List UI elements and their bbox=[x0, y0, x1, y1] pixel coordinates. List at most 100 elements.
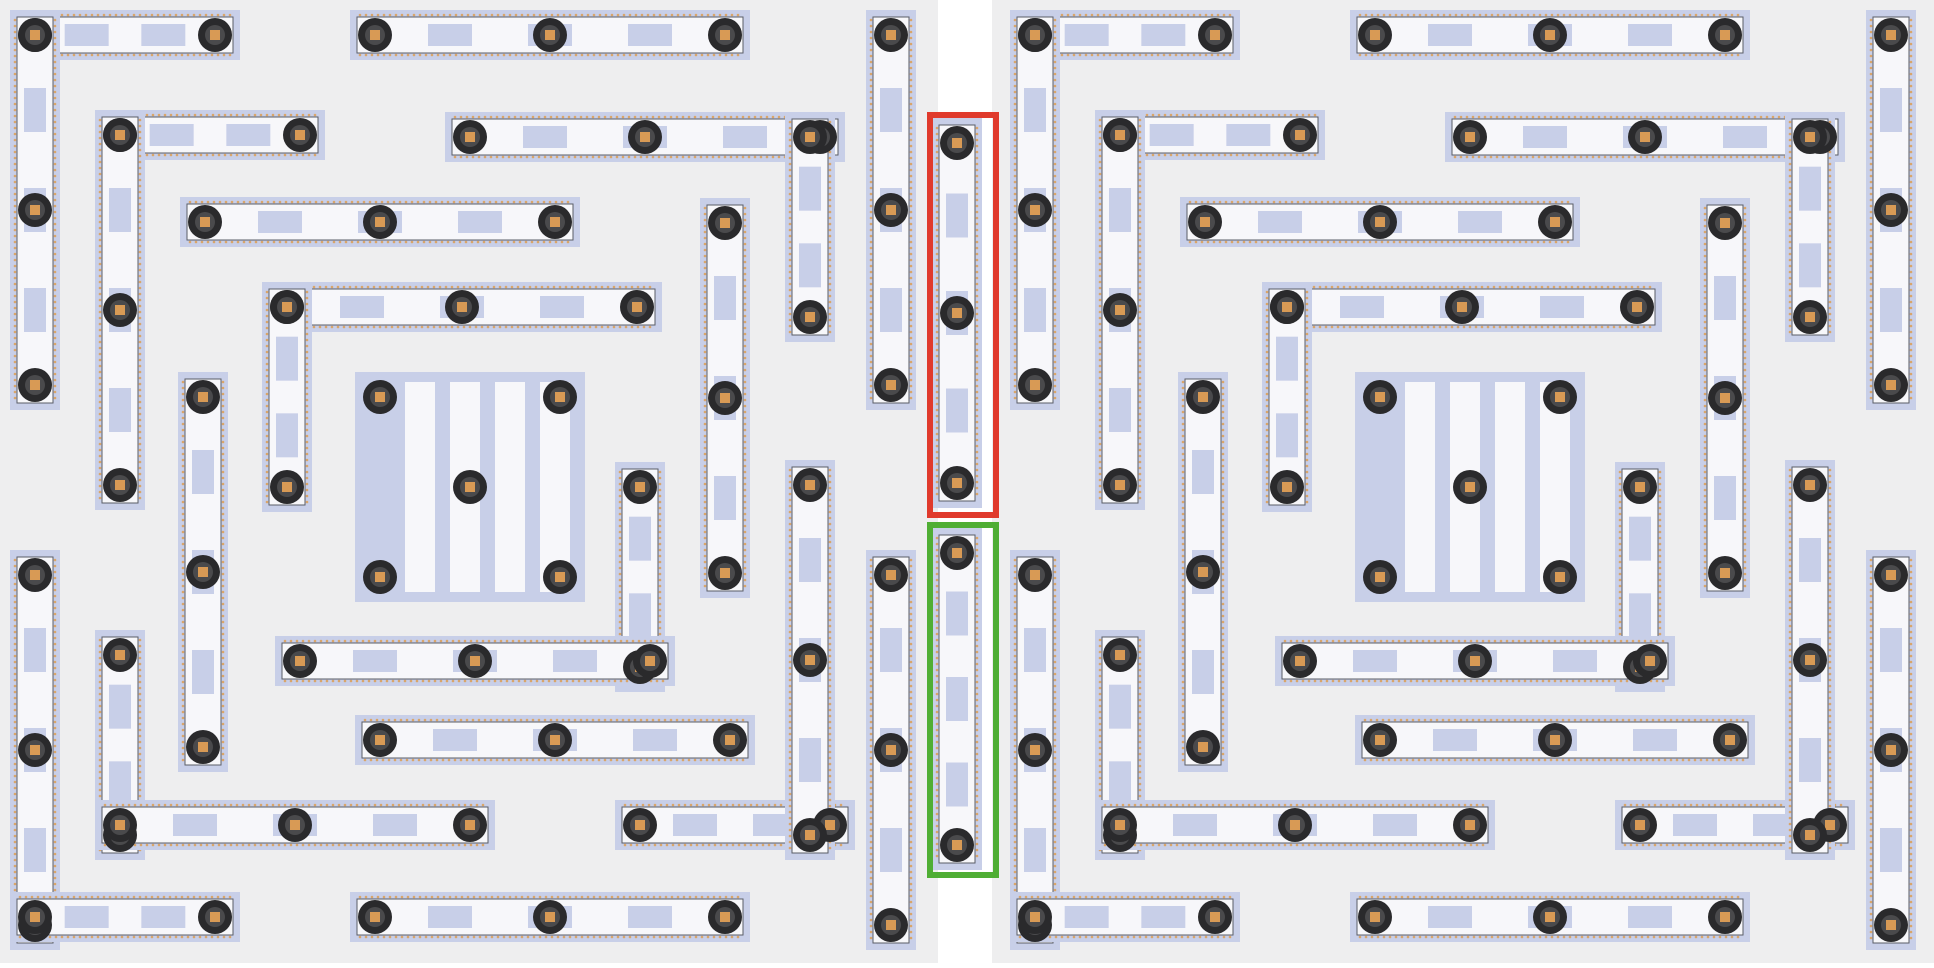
led-dot-icon bbox=[13, 582, 17, 586]
led-dot-icon bbox=[828, 654, 832, 658]
led-dot-icon bbox=[788, 690, 792, 694]
led-dot-icon bbox=[53, 654, 57, 658]
led-dot-icon bbox=[1376, 935, 1380, 939]
led-dot-icon bbox=[618, 476, 622, 480]
led-dot-icon bbox=[1138, 286, 1142, 290]
led-dot-icon bbox=[1283, 803, 1287, 807]
led-dot-icon bbox=[1053, 48, 1057, 52]
strip-component bbox=[1523, 126, 1567, 148]
led-dot-icon bbox=[433, 803, 437, 807]
led-dot-icon bbox=[828, 768, 832, 772]
led-dot-icon bbox=[1743, 476, 1747, 480]
strip-component bbox=[540, 296, 584, 318]
led-dot-icon bbox=[380, 240, 384, 244]
led-dot-icon bbox=[717, 718, 721, 722]
led-dot-icon bbox=[1703, 428, 1707, 432]
led-dot-icon bbox=[486, 325, 490, 329]
led-dot-icon bbox=[1869, 330, 1873, 334]
led-dot-icon bbox=[788, 192, 792, 196]
led-dot-icon bbox=[181, 686, 185, 690]
led-dot-icon bbox=[1604, 935, 1608, 939]
led-dot-icon bbox=[247, 153, 251, 157]
led-dot-icon bbox=[1210, 53, 1214, 57]
led-dot-icon bbox=[1909, 78, 1913, 82]
led-dot-icon bbox=[1652, 935, 1656, 939]
led-dot-icon bbox=[1700, 13, 1704, 17]
led-dot-icon bbox=[1013, 384, 1017, 388]
led-dot-icon bbox=[759, 155, 763, 159]
led-dot-icon bbox=[1788, 606, 1792, 610]
led-dot-icon bbox=[869, 912, 873, 916]
led-dot-icon bbox=[1681, 115, 1685, 119]
led-dot-icon bbox=[1788, 630, 1792, 634]
led-dot-icon bbox=[711, 758, 715, 762]
led-dot-icon bbox=[1869, 84, 1873, 88]
strip-component bbox=[1109, 761, 1131, 806]
led-dot-icon bbox=[1909, 300, 1913, 304]
led-dot-icon bbox=[265, 500, 269, 504]
led-dot-icon bbox=[743, 530, 747, 534]
led-dot-icon bbox=[1548, 240, 1552, 244]
led-dot-icon bbox=[1144, 53, 1148, 57]
led-dot-icon bbox=[452, 200, 456, 204]
led-dot-icon bbox=[1379, 803, 1383, 807]
led-dot-icon bbox=[1072, 13, 1076, 17]
led-dot-icon bbox=[421, 679, 425, 683]
led-dot-icon bbox=[1186, 53, 1190, 57]
led-dot-icon bbox=[1909, 264, 1913, 268]
led-dot-icon bbox=[1138, 728, 1142, 732]
led-dot-icon bbox=[658, 524, 662, 528]
led-dot-icon bbox=[1277, 113, 1281, 117]
led-dot-icon bbox=[535, 679, 539, 683]
led-dot-icon bbox=[1869, 798, 1873, 802]
led-dot-icon bbox=[909, 588, 913, 592]
led-dot-icon bbox=[221, 482, 225, 486]
led-dot-icon bbox=[743, 458, 747, 462]
led-dot-icon bbox=[1869, 354, 1873, 358]
led-dot-icon bbox=[1013, 24, 1017, 28]
led-dot-icon bbox=[1013, 852, 1017, 856]
led-dot-icon bbox=[181, 632, 185, 636]
led-dot-icon bbox=[1102, 935, 1106, 939]
led-dot-icon bbox=[909, 624, 913, 628]
led-dot-icon bbox=[283, 113, 287, 117]
led-dot-icon bbox=[1115, 803, 1119, 807]
led-dot-icon bbox=[360, 325, 364, 329]
led-dot-icon bbox=[703, 506, 707, 510]
led-dot-icon bbox=[1869, 888, 1873, 892]
led-dot-icon bbox=[828, 282, 832, 286]
led-dot-icon bbox=[138, 716, 142, 720]
led-dot-icon bbox=[1454, 895, 1458, 899]
led-dot-icon bbox=[1230, 240, 1234, 244]
led-dot-icon bbox=[1703, 410, 1707, 414]
led-dot-icon bbox=[909, 384, 913, 388]
led-dot-icon bbox=[53, 774, 57, 778]
led-dot-icon bbox=[1289, 153, 1293, 157]
led-dot-icon bbox=[1623, 843, 1627, 847]
led-dot-icon bbox=[1430, 895, 1434, 899]
led-dot-icon bbox=[13, 24, 17, 28]
led-dot-icon bbox=[1452, 240, 1456, 244]
led-dot-icon bbox=[713, 843, 717, 847]
led-dot-icon bbox=[1828, 576, 1832, 580]
led-dot-icon bbox=[370, 895, 374, 899]
led-dot-icon bbox=[1514, 895, 1518, 899]
led-dot-icon bbox=[699, 758, 703, 762]
led-dot-icon bbox=[869, 684, 873, 688]
led-dot-icon bbox=[319, 679, 323, 683]
led-dot-icon bbox=[1271, 843, 1275, 847]
led-dot-icon bbox=[828, 246, 832, 250]
led-dot-icon bbox=[1703, 404, 1707, 408]
led-dot-icon bbox=[1109, 803, 1113, 807]
led-dot-icon bbox=[433, 639, 437, 643]
led-dot-icon bbox=[1326, 240, 1330, 244]
led-dot-icon bbox=[703, 236, 707, 240]
led-dot-icon bbox=[1181, 803, 1185, 807]
led-dot-icon bbox=[1665, 843, 1669, 847]
led-dot-icon bbox=[1271, 803, 1275, 807]
led-dot-icon bbox=[493, 679, 497, 683]
led-dot-icon bbox=[1703, 380, 1707, 384]
led-dot-icon bbox=[1138, 448, 1142, 452]
led-dot-icon bbox=[1909, 114, 1913, 118]
led-dot-icon bbox=[1703, 212, 1707, 216]
